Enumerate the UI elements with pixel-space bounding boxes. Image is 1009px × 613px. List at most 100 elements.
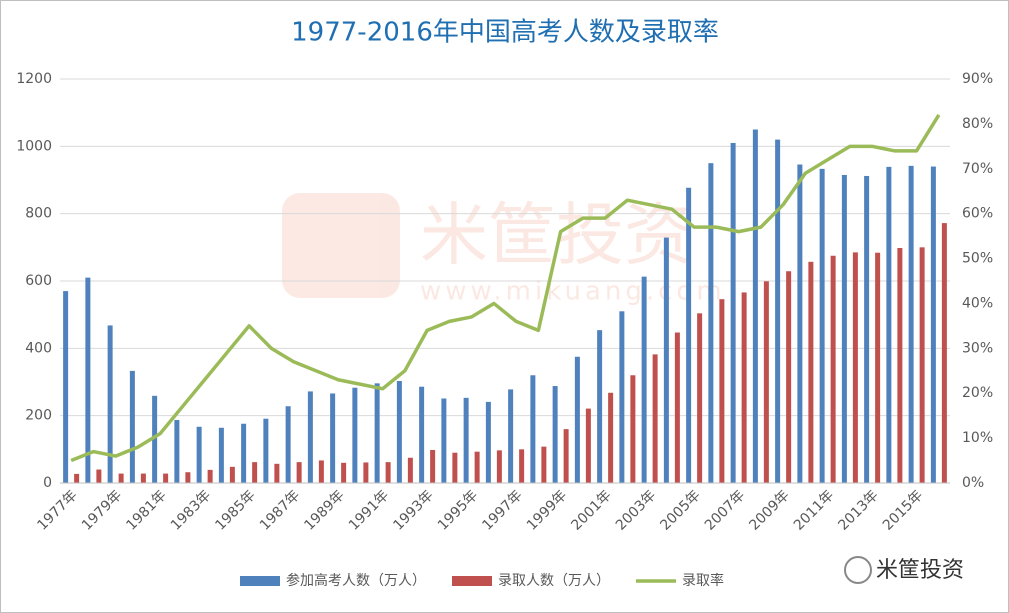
bar bbox=[318, 460, 324, 483]
y-tick-label: 600 bbox=[25, 273, 52, 289]
bar bbox=[341, 462, 347, 483]
bar bbox=[886, 166, 892, 483]
bar bbox=[541, 446, 547, 483]
bar bbox=[552, 386, 558, 483]
bar bbox=[830, 255, 836, 483]
bar bbox=[374, 383, 380, 483]
bar bbox=[875, 252, 881, 483]
bar bbox=[652, 354, 658, 483]
bar bbox=[307, 391, 313, 483]
bar bbox=[775, 139, 781, 483]
bar bbox=[74, 473, 80, 483]
bar bbox=[496, 450, 502, 483]
bar bbox=[452, 452, 458, 483]
y2-tick-label: 90% bbox=[962, 71, 993, 87]
bar bbox=[508, 389, 514, 483]
line bbox=[70, 113, 941, 463]
bar bbox=[285, 406, 291, 483]
bar bbox=[419, 386, 425, 483]
bar bbox=[163, 473, 169, 483]
bar bbox=[897, 248, 903, 483]
bar bbox=[752, 129, 758, 483]
watermark: 米筐投资 www.mikuang.com bbox=[282, 193, 722, 307]
bar bbox=[174, 420, 180, 483]
bar bbox=[330, 393, 336, 483]
y2-tick-label: 0% bbox=[962, 475, 984, 491]
bar bbox=[763, 281, 769, 483]
bar bbox=[530, 375, 536, 483]
bar bbox=[152, 395, 158, 483]
bar bbox=[864, 175, 870, 483]
bar bbox=[841, 174, 847, 483]
bar bbox=[563, 429, 569, 483]
chart-title: 1977-2016年中国高考人数及录取率 bbox=[291, 18, 719, 48]
bar bbox=[274, 463, 280, 483]
legend-swatch bbox=[240, 576, 280, 586]
bar bbox=[218, 427, 224, 483]
bar bbox=[241, 423, 247, 483]
bar bbox=[519, 449, 525, 483]
bar bbox=[719, 299, 725, 483]
bar bbox=[441, 398, 447, 483]
bar bbox=[708, 163, 714, 483]
bar bbox=[407, 457, 413, 483]
bar bbox=[263, 418, 269, 483]
y-tick-label: 1200 bbox=[16, 71, 52, 87]
bar bbox=[63, 291, 69, 483]
bar bbox=[129, 370, 135, 483]
bar bbox=[919, 247, 925, 483]
watermark-logo bbox=[282, 193, 400, 298]
y2-tick-label: 60% bbox=[962, 206, 993, 222]
y2-tick-label: 40% bbox=[962, 295, 993, 311]
bar bbox=[140, 473, 146, 483]
bar bbox=[619, 311, 625, 483]
y-tick-label: 1000 bbox=[16, 138, 52, 154]
legend-label: 参加高考人数（万人） bbox=[286, 572, 426, 589]
bar bbox=[85, 277, 91, 483]
bar bbox=[118, 473, 124, 483]
bar bbox=[207, 469, 213, 483]
bar bbox=[808, 261, 814, 483]
bar bbox=[630, 375, 636, 483]
bar bbox=[430, 450, 436, 483]
bar bbox=[941, 223, 947, 484]
bar bbox=[697, 313, 703, 483]
y-tick-label: 800 bbox=[25, 206, 52, 222]
bar bbox=[185, 472, 191, 483]
bar bbox=[597, 330, 603, 483]
bar bbox=[819, 168, 825, 483]
bar bbox=[396, 380, 402, 483]
bar bbox=[352, 387, 358, 483]
bar bbox=[674, 332, 680, 483]
bar bbox=[107, 325, 113, 483]
bar bbox=[641, 276, 647, 483]
y-tick-label: 400 bbox=[25, 340, 52, 356]
badge-text: 米筐投资 bbox=[876, 558, 964, 583]
bar bbox=[797, 164, 803, 483]
bar bbox=[363, 462, 369, 483]
y2-tick-label: 10% bbox=[962, 430, 993, 446]
bar bbox=[196, 426, 202, 483]
bar bbox=[574, 356, 580, 483]
bar bbox=[730, 142, 736, 483]
bar bbox=[485, 401, 491, 483]
bar bbox=[252, 462, 258, 483]
bar bbox=[908, 165, 914, 484]
bar bbox=[741, 292, 747, 483]
bar bbox=[608, 392, 614, 483]
y-tick-label: 0 bbox=[43, 475, 52, 491]
y2-tick-label: 20% bbox=[962, 385, 993, 401]
legend-swatch bbox=[452, 576, 492, 586]
bar bbox=[686, 187, 692, 483]
y2-tick-label: 30% bbox=[962, 340, 993, 356]
legend-label: 录取率 bbox=[682, 572, 724, 589]
bar bbox=[296, 462, 302, 483]
bar bbox=[474, 451, 480, 483]
bar bbox=[463, 397, 469, 483]
bar bbox=[786, 271, 792, 483]
bar bbox=[96, 469, 102, 483]
badge-icon bbox=[844, 556, 872, 584]
bar bbox=[229, 466, 235, 483]
y2-tick-label: 50% bbox=[962, 251, 993, 267]
